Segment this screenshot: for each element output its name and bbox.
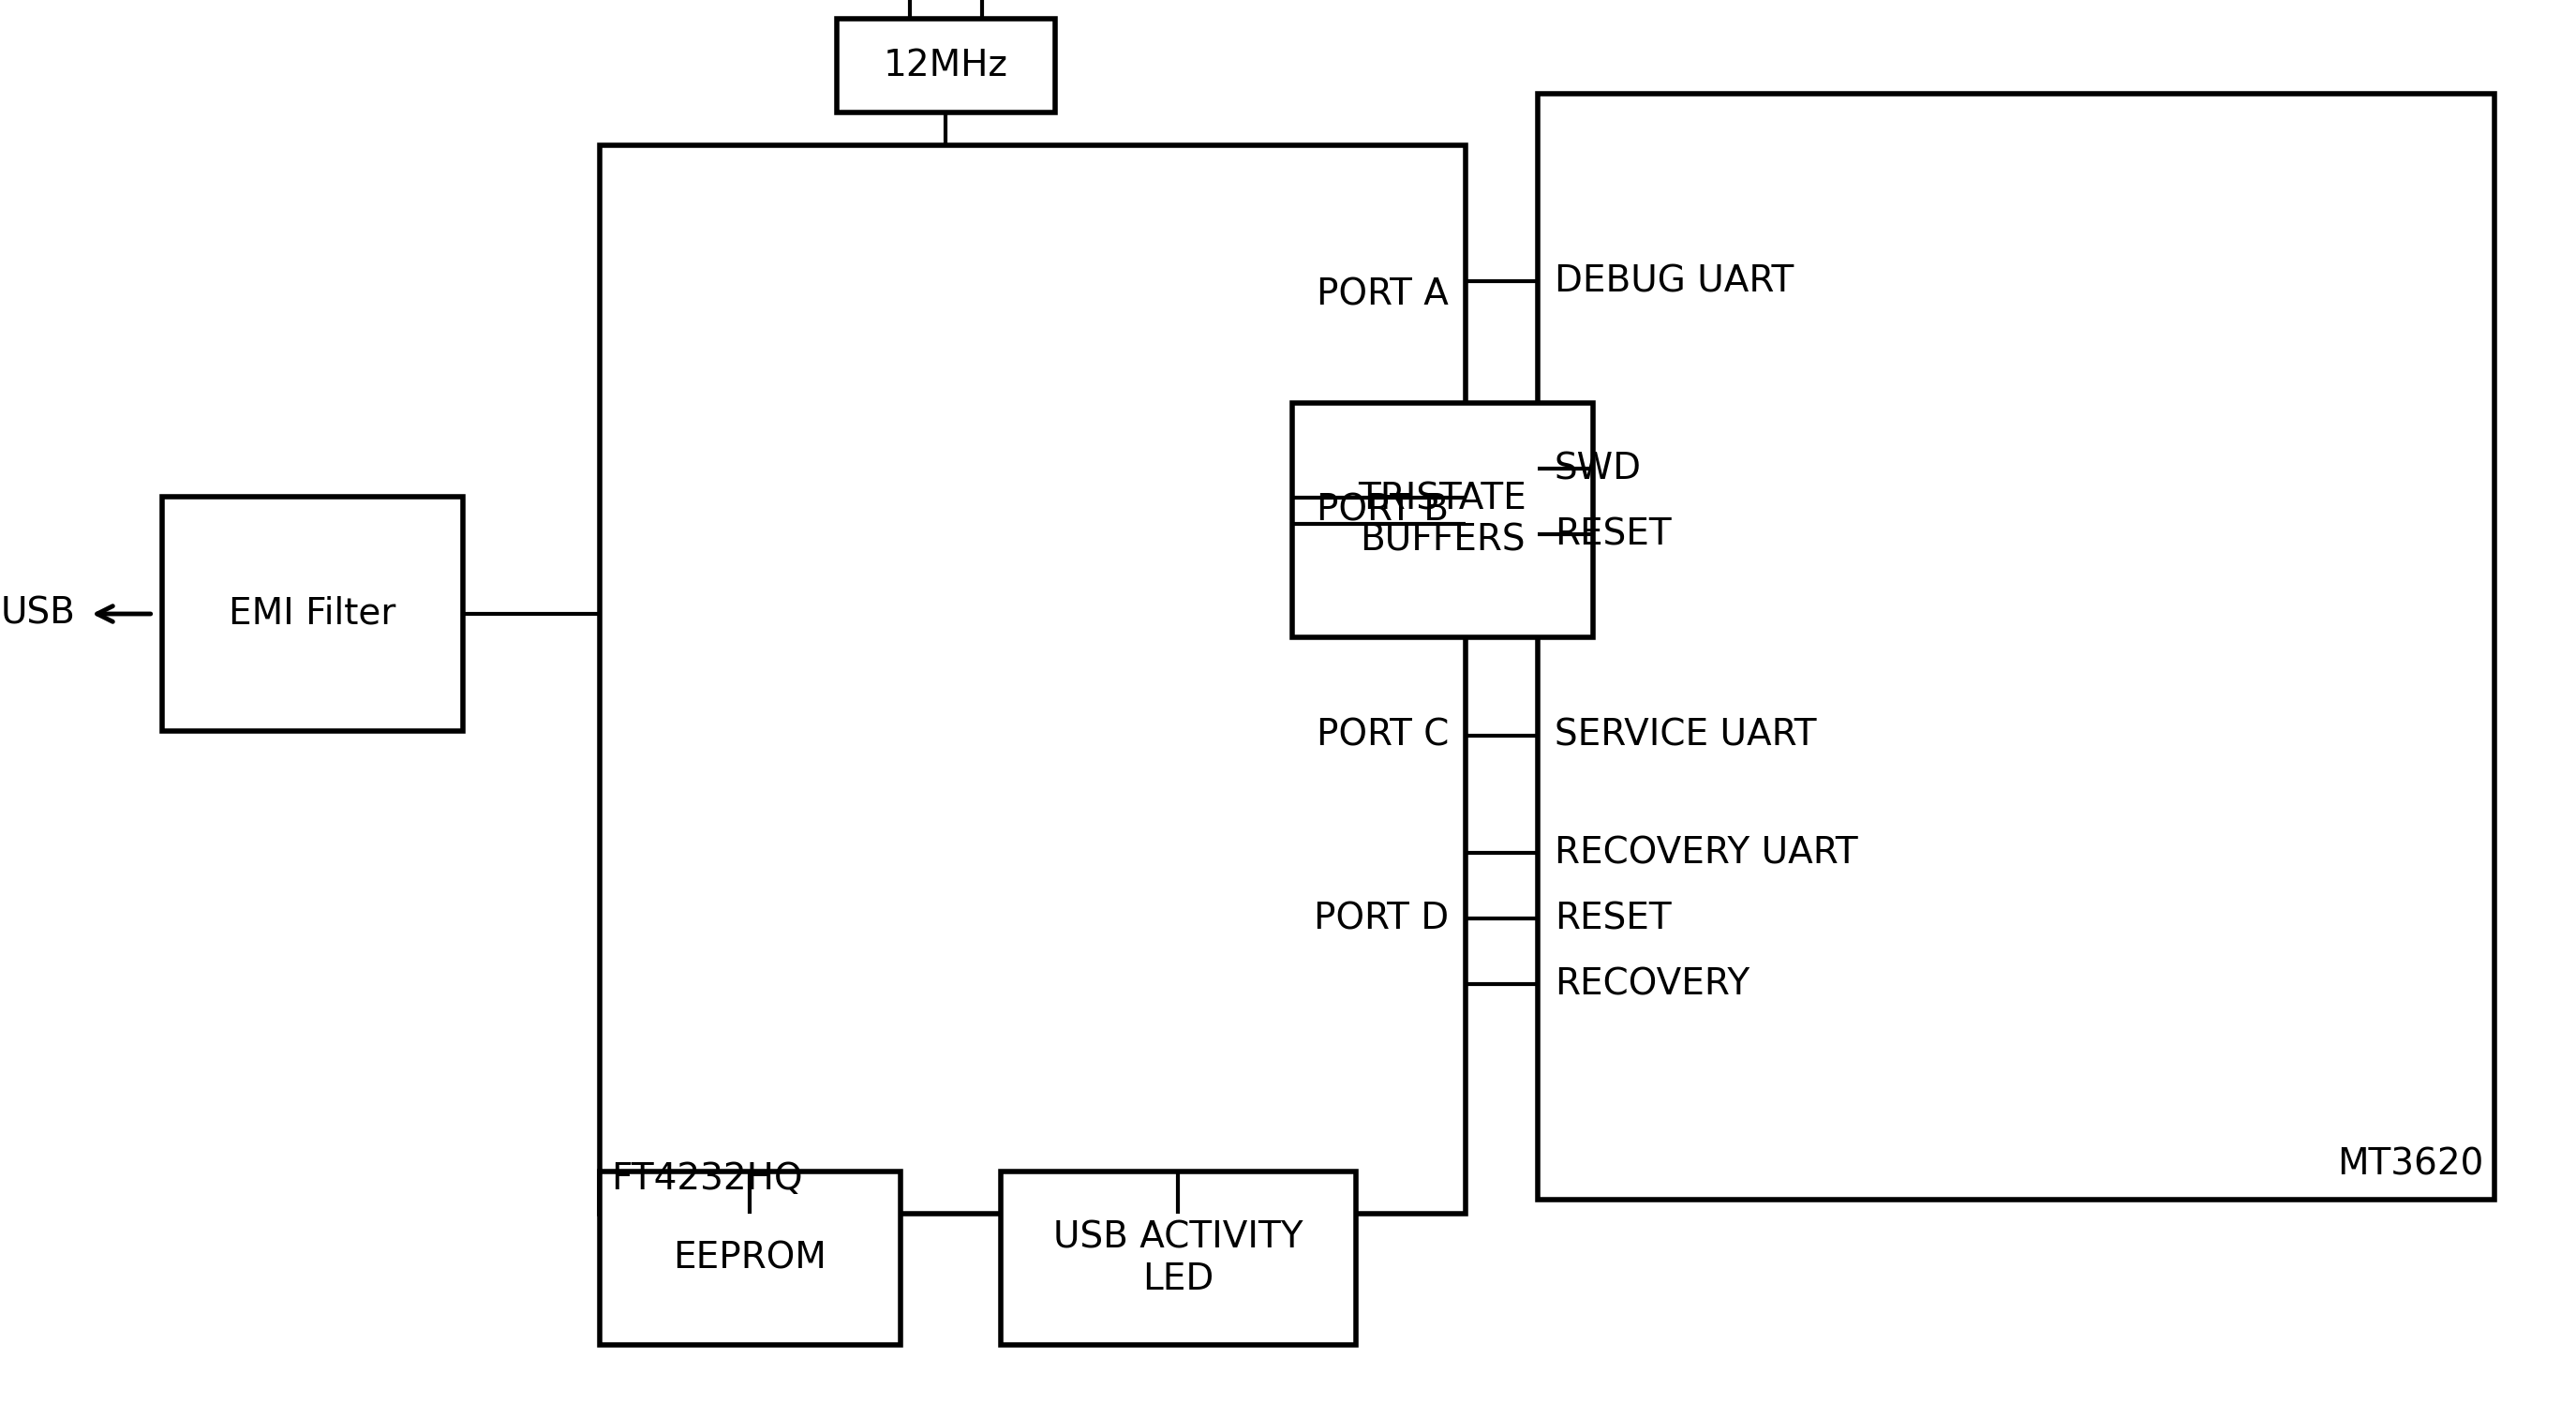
Text: DEBUG UART: DEBUG UART	[1553, 264, 1793, 299]
Text: EMI Filter: EMI Filter	[229, 596, 397, 631]
Text: EEPROM: EEPROM	[672, 1241, 827, 1276]
Bar	[1538, 94, 2496, 1200]
Text: FT4232HQ: FT4232HQ	[611, 1161, 801, 1197]
Bar	[999, 1171, 1355, 1344]
Text: MT3620: MT3620	[2336, 1147, 2483, 1183]
Text: RECOVERY UART: RECOVERY UART	[1553, 835, 1857, 871]
Text: PORT C: PORT C	[1316, 718, 1448, 753]
Text: RESET: RESET	[1553, 900, 1672, 936]
Bar	[162, 496, 464, 732]
Text: RECOVERY: RECOVERY	[1553, 966, 1749, 1003]
Text: PORT D: PORT D	[1314, 900, 1448, 936]
Bar	[600, 145, 1466, 1214]
Text: 12MHz: 12MHz	[884, 48, 1007, 84]
Text: USB: USB	[0, 596, 75, 631]
Text: TRISTATE
BUFFERS: TRISTATE BUFFERS	[1358, 482, 1528, 559]
Text: PORT B: PORT B	[1316, 493, 1448, 529]
Text: SERVICE UART: SERVICE UART	[1553, 718, 1816, 753]
Bar	[1293, 403, 1592, 637]
Text: PORT A: PORT A	[1316, 278, 1448, 313]
Bar	[600, 1171, 902, 1344]
Bar	[837, 18, 1056, 112]
Text: RESET: RESET	[1553, 516, 1672, 552]
Text: USB ACTIVITY
LED: USB ACTIVITY LED	[1054, 1219, 1303, 1296]
Text: SWD: SWD	[1553, 451, 1641, 486]
